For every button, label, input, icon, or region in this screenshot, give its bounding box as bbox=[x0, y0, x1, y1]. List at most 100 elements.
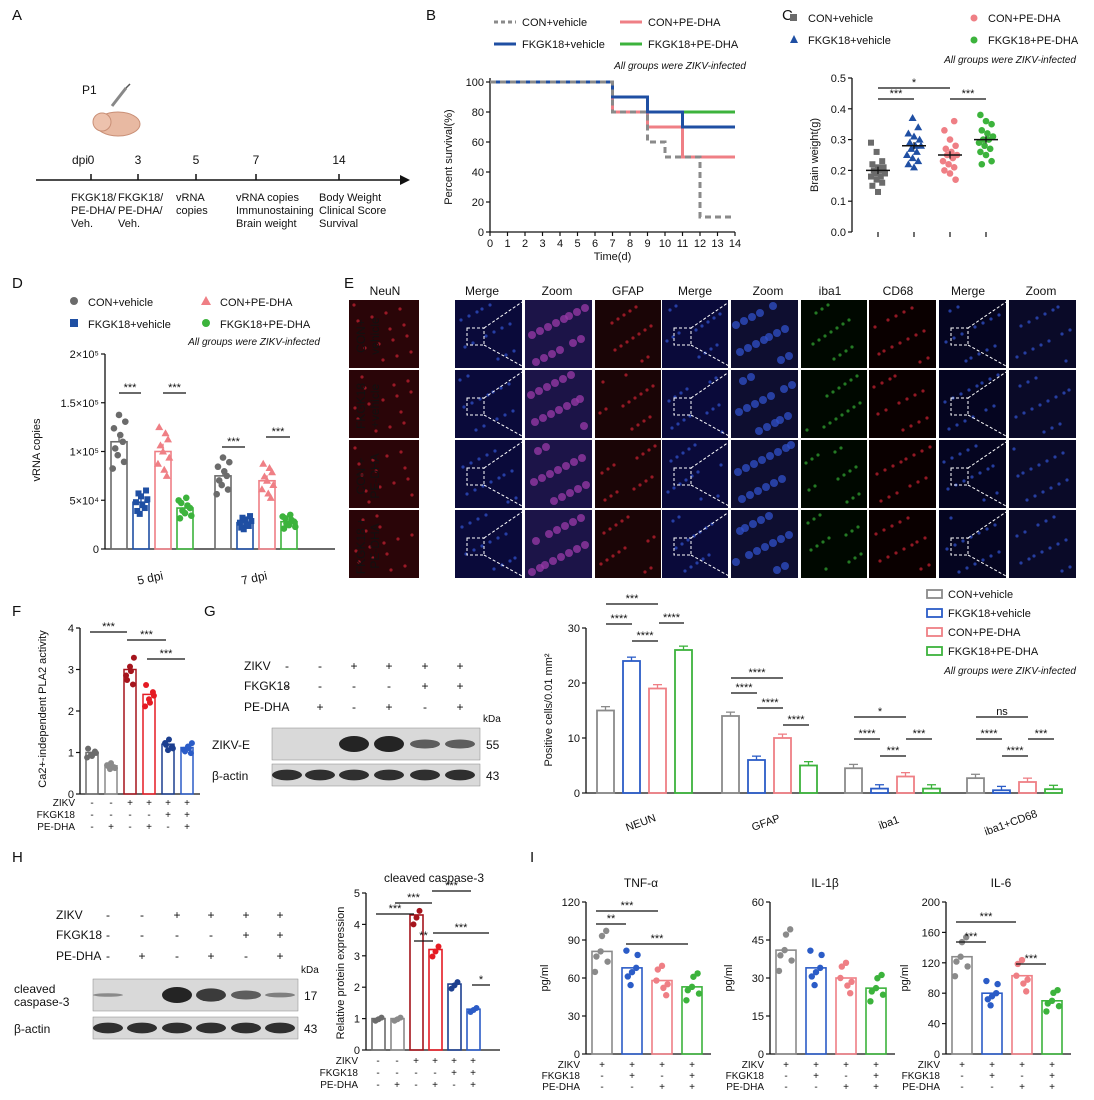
e-zoom-guide bbox=[967, 414, 1007, 437]
i-point bbox=[660, 984, 667, 992]
c-point bbox=[915, 135, 924, 143]
e-cell bbox=[849, 378, 853, 382]
i-point bbox=[624, 973, 631, 980]
e-cell bbox=[1067, 388, 1071, 392]
e-cell bbox=[1045, 459, 1049, 463]
g-sig: **** bbox=[980, 728, 998, 740]
e-cell bbox=[371, 556, 375, 560]
f-cond-sign: + bbox=[146, 822, 152, 833]
e-cell bbox=[1043, 312, 1047, 316]
g-bar bbox=[844, 767, 863, 794]
b-x-tick-label: 13 bbox=[711, 238, 723, 250]
i-point bbox=[782, 931, 790, 938]
f-point bbox=[169, 745, 176, 752]
c-y-tick-label: 0.0 bbox=[831, 227, 846, 239]
e-cell bbox=[1039, 343, 1043, 347]
e-micrograph bbox=[349, 300, 419, 368]
d-point bbox=[115, 411, 123, 419]
i-point bbox=[603, 927, 610, 935]
e-cell bbox=[632, 487, 636, 491]
p1-label: P1 bbox=[82, 83, 97, 97]
f-point bbox=[142, 703, 149, 710]
e-cell bbox=[1052, 515, 1056, 519]
h-point bbox=[432, 948, 439, 955]
h-cond-sign: + bbox=[276, 908, 283, 922]
e-cell bbox=[823, 334, 827, 338]
e-cell bbox=[894, 551, 898, 555]
d-point bbox=[243, 521, 250, 528]
i-point bbox=[811, 981, 818, 989]
h-cond-sign: + bbox=[470, 1056, 476, 1067]
e-cell bbox=[842, 473, 846, 477]
g-cond-sign: + bbox=[316, 700, 323, 714]
e-cell bbox=[914, 333, 918, 337]
e-cell bbox=[752, 340, 760, 348]
h-band bbox=[93, 993, 123, 997]
e-cell bbox=[474, 428, 478, 432]
e-cell bbox=[810, 457, 814, 461]
c-point bbox=[982, 117, 990, 125]
i-point bbox=[683, 997, 690, 1004]
i-cond-sign: + bbox=[629, 1060, 635, 1071]
e-cell bbox=[902, 547, 906, 551]
d-category-label: 7 dpi bbox=[240, 569, 268, 588]
e-row-label: PE-DHA bbox=[368, 523, 382, 568]
e-cell bbox=[389, 568, 393, 572]
e-cell bbox=[1012, 447, 1016, 451]
e-cell bbox=[1033, 494, 1037, 498]
c-point bbox=[975, 139, 983, 146]
h-point bbox=[416, 907, 423, 914]
i-cond-sign: + bbox=[873, 1082, 879, 1093]
e-cell bbox=[615, 490, 619, 494]
e-cell bbox=[838, 353, 842, 357]
h-cond-sign: + bbox=[432, 1056, 438, 1067]
i-bar bbox=[865, 987, 887, 1055]
i-cond-sign: + bbox=[813, 1071, 819, 1082]
e-cell bbox=[631, 336, 635, 340]
e-micrograph bbox=[455, 300, 522, 368]
d-point bbox=[161, 429, 170, 437]
i-cond-sign: + bbox=[873, 1060, 879, 1071]
e-zoom-guide bbox=[690, 554, 730, 577]
f-cond-sign: + bbox=[184, 810, 190, 821]
e-cell bbox=[1056, 305, 1060, 309]
e-cell bbox=[1068, 565, 1072, 569]
e-cell bbox=[912, 453, 916, 457]
b-legend-label: CON+PE-DHA bbox=[648, 17, 721, 29]
e-cell bbox=[556, 346, 564, 354]
i-bar bbox=[835, 977, 857, 1055]
c-sig-2: * bbox=[912, 77, 917, 89]
e-cell bbox=[902, 310, 906, 314]
e-cell bbox=[878, 559, 882, 563]
e-cell bbox=[756, 309, 764, 317]
mouse-head-icon bbox=[92, 112, 112, 132]
d-footnote: All groups were ZIKV-infected bbox=[187, 337, 320, 348]
g-bar bbox=[966, 777, 985, 794]
e-cell bbox=[645, 388, 649, 392]
g-bar bbox=[799, 764, 818, 794]
timeline-note: Veh. bbox=[118, 218, 140, 230]
e-cell bbox=[643, 328, 647, 332]
d-point bbox=[165, 453, 174, 461]
e-cell bbox=[989, 554, 993, 558]
c-point bbox=[950, 117, 958, 125]
d-legend-swatch bbox=[70, 297, 78, 305]
e-cell bbox=[558, 493, 566, 501]
d-point bbox=[143, 487, 150, 494]
f-point bbox=[85, 745, 92, 752]
i-point bbox=[994, 980, 1001, 988]
d-point bbox=[224, 486, 232, 493]
d-legend-swatch bbox=[202, 319, 210, 327]
e-zoom-guide bbox=[967, 484, 1007, 507]
e-zoom-guide bbox=[967, 554, 1007, 577]
timeline-note: Brain weight bbox=[236, 218, 297, 230]
e-cell bbox=[841, 322, 845, 326]
i-cond-sign: - bbox=[960, 1071, 963, 1082]
b-y-axis-label: Percent survival(%) bbox=[443, 109, 455, 204]
e-cell bbox=[953, 543, 957, 547]
d-legend-swatch bbox=[201, 296, 211, 305]
h-cond-label: PE-DHA bbox=[56, 949, 101, 963]
c-point bbox=[941, 167, 948, 174]
e-header-1: Merge bbox=[465, 284, 499, 298]
h-cond-sign: - bbox=[376, 1068, 379, 1079]
